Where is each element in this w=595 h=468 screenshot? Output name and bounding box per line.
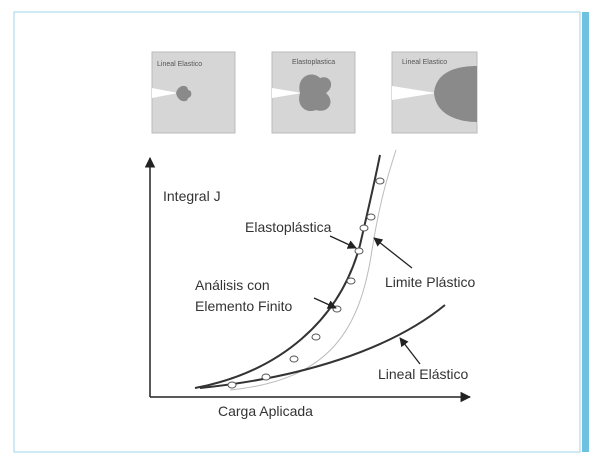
annotation: Limite Plástico — [385, 274, 475, 290]
side-bar — [582, 12, 589, 452]
panel-label: Lineal Elastico — [157, 61, 202, 68]
panel-label: Lineal Elastico — [402, 59, 447, 66]
elastoplastic-curve — [194, 154, 381, 389]
annotation: Elemento Finito — [195, 298, 292, 314]
annotation: Lineal Elástico — [378, 366, 468, 382]
frame — [13, 11, 581, 453]
linear-elastic-curve — [199, 304, 446, 389]
panel: Lineal Elastico — [391, 51, 478, 134]
pointer-arrow — [313, 297, 337, 309]
y-axis-label: Integral J — [163, 188, 221, 204]
pointer-arrow — [329, 235, 357, 249]
pointer-arrow — [373, 237, 413, 269]
fea-points — [227, 177, 385, 389]
annotation: Elastoplástica — [245, 219, 332, 235]
panel: Elastoplastica — [271, 51, 356, 134]
annotation: Análisis con — [195, 277, 270, 293]
x-axis-label: Carga Aplicada — [218, 403, 313, 419]
plastic-limit-curve — [229, 149, 397, 391]
panel: Lineal Elastico — [151, 51, 236, 134]
panel-label: Elastoplastica — [292, 59, 335, 66]
pointer-arrow — [399, 337, 421, 365]
